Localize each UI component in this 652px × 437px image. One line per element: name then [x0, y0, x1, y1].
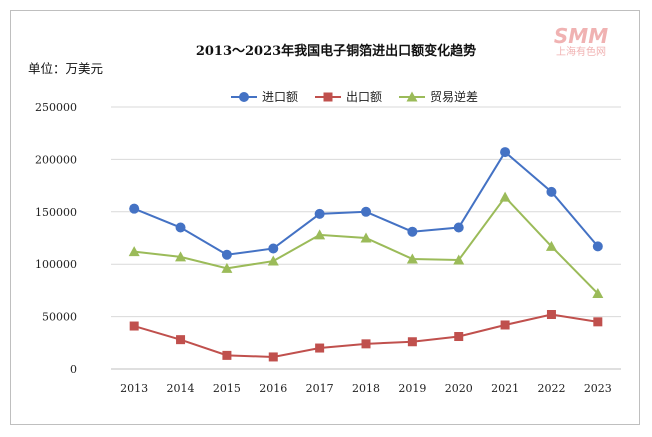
- series-1: [129, 310, 603, 362]
- series-1-point-2020: [454, 332, 464, 342]
- x-tick-label-2015: 2015: [213, 382, 241, 395]
- watermark-subtitle: 上海有色网: [556, 45, 606, 58]
- series-2-point-2018: [360, 232, 372, 243]
- legend: 进口额 出口额 贸易逆差: [231, 89, 478, 104]
- series-1-point-2023: [593, 317, 603, 327]
- x-axis: 2013 2014 2015 2016 2017 2018 2019 2020 2021 2022…: [120, 382, 612, 395]
- y-axis: 0 50000 100000 150000 200000 250000: [35, 101, 77, 376]
- series-2-point-2020: [453, 254, 465, 265]
- y-tick-label-50000: 50000: [42, 311, 77, 324]
- unit-label: 单位：万美元: [28, 61, 103, 76]
- series-2-point-2016: [267, 255, 279, 266]
- series-0-point-2020: [453, 222, 464, 233]
- series-0: [129, 147, 603, 260]
- series-1-point-2021: [500, 320, 510, 330]
- series-0-point-2023: [592, 241, 603, 252]
- series-0-point-2021: [500, 147, 511, 158]
- y-tick-label-200000: 200000: [35, 153, 77, 166]
- legend-marker-2: [406, 91, 418, 102]
- series-0-point-2014: [175, 222, 186, 233]
- series-2-point-2023: [592, 288, 604, 299]
- series-layer: [128, 147, 604, 362]
- legend-label-0: 进口额: [262, 90, 298, 104]
- series-0-point-2018: [361, 206, 371, 217]
- chart-frame: SMM 上海有色网 2013～2023年我国电子铜箔进出口额变化趋势 单位：万美…: [10, 10, 640, 425]
- series-1-point-2015: [222, 350, 232, 360]
- x-tick-label-2021: 2021: [491, 382, 519, 395]
- legend-item-2: 贸易逆差: [399, 89, 478, 104]
- x-tick-label-2018: 2018: [352, 382, 380, 395]
- series-1-point-2017: [315, 343, 325, 353]
- series-1-point-2019: [407, 337, 417, 347]
- series-1-point-2022: [546, 310, 556, 320]
- legend-marker-1: [323, 92, 333, 102]
- series-1-point-2013: [129, 321, 139, 331]
- x-tick-label-2023: 2023: [584, 382, 612, 395]
- series-0-point-2015: [221, 249, 232, 260]
- series-2: [128, 191, 604, 299]
- series-2-point-2013: [128, 246, 140, 257]
- series-0-point-2017: [314, 208, 325, 219]
- series-2-point-2017: [314, 229, 326, 240]
- x-tick-label-2014: 2014: [167, 382, 195, 395]
- chart-svg: SMM 上海有色网 2013～2023年我国电子铜箔进出口额变化趋势 单位：万美…: [28, 24, 621, 395]
- x-tick-label-2016: 2016: [259, 382, 287, 395]
- series-0-point-2019: [407, 226, 418, 237]
- legend-label-2: 贸易逆差: [430, 89, 478, 104]
- series-2-point-2014: [175, 251, 187, 262]
- series-2-point-2022: [545, 240, 557, 251]
- legend-item-1: 出口额: [315, 90, 382, 104]
- y-tick-label-150000: 150000: [35, 206, 77, 219]
- series-2-point-2015: [221, 262, 233, 273]
- x-tick-label-2019: 2019: [398, 382, 426, 395]
- series-1-point-2014: [176, 335, 186, 345]
- y-tick-label-250000: 250000: [35, 101, 77, 114]
- series-1-point-2018: [361, 339, 371, 349]
- watermark-logo-text: SMM: [554, 24, 608, 48]
- chart-title: 2013～2023年我国电子铜箔进出口额变化趋势: [196, 43, 476, 59]
- y-tick-label-100000: 100000: [35, 258, 77, 271]
- x-tick-label-2013: 2013: [120, 382, 148, 395]
- series-0-point-2013: [129, 203, 140, 214]
- y-tick-label-0: 0: [70, 363, 77, 376]
- legend-item-0: 进口额: [231, 90, 298, 104]
- grid: [111, 106, 621, 370]
- series-2-point-2019: [406, 253, 418, 264]
- series-1-point-2016: [268, 352, 278, 362]
- x-tick-label-2017: 2017: [306, 382, 334, 395]
- series-2-point-2021: [499, 191, 511, 202]
- watermark-logo: SMM 上海有色网: [554, 24, 608, 58]
- legend-marker-0: [239, 92, 249, 102]
- series-0-point-2022: [546, 186, 557, 197]
- x-tick-label-2022: 2022: [537, 382, 565, 395]
- series-0-point-2016: [268, 243, 279, 254]
- series-line-1: [133, 313, 598, 358]
- x-tick-label-2020: 2020: [445, 382, 473, 395]
- legend-label-1: 出口额: [346, 90, 382, 104]
